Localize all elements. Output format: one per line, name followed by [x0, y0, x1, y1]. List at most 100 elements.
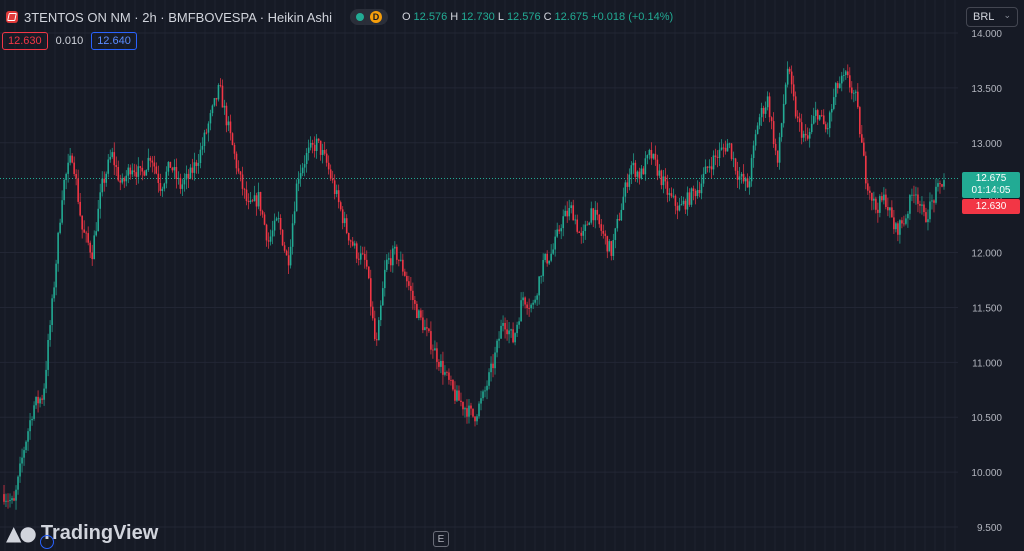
candle-up [931, 200, 933, 202]
sell-price-button[interactable]: 12.630 [2, 32, 48, 50]
candle-down [87, 233, 89, 243]
candle-up [111, 152, 114, 157]
symbol-title[interactable]: 3TENTOS ON NM · 2h · BMFBOVESPA · Heikin… [24, 9, 332, 25]
candle-up [780, 123, 783, 138]
candle-down [245, 189, 248, 201]
candle-down [933, 200, 935, 203]
candle-down [772, 121, 775, 144]
candle-up [394, 246, 396, 249]
candle-up [550, 253, 552, 261]
candle-up [786, 68, 789, 85]
candle-down [351, 241, 354, 246]
candle-up [812, 115, 815, 124]
candle-up [678, 205, 681, 211]
candle-down [373, 318, 376, 340]
candle-down [576, 219, 579, 232]
candle-down [847, 71, 849, 76]
candle-down [736, 170, 739, 180]
high-value: 12.730 [461, 11, 495, 23]
candle-down [325, 153, 328, 163]
candle-up [440, 360, 442, 367]
candle-up [197, 163, 200, 166]
candle-down [470, 405, 472, 409]
candle-up [588, 222, 591, 225]
candle-down [666, 181, 669, 195]
candle-down [135, 172, 138, 177]
candle-up [766, 96, 769, 108]
candle-up [646, 155, 649, 159]
candle-up [700, 183, 703, 194]
candle-up [297, 178, 300, 184]
candle-down [450, 380, 452, 381]
candle-down [730, 143, 733, 159]
candle-up [305, 153, 308, 164]
candle-up [562, 216, 564, 229]
candle-down [402, 259, 404, 272]
currency-selector[interactable]: BRL ⌄ [966, 7, 1018, 27]
candle-down [558, 229, 560, 232]
candle-up [11, 498, 13, 501]
timezone-icon[interactable] [40, 535, 54, 549]
tradingview-logo[interactable]: ▲● TradingView [6, 521, 158, 545]
candle-up [907, 213, 909, 219]
candle-down [618, 219, 621, 221]
candles-series [3, 61, 945, 510]
buy-price-button[interactable]: 12.640 [91, 32, 137, 50]
candle-up [484, 390, 486, 392]
candle-down [215, 98, 218, 100]
candle-down [396, 246, 398, 260]
candle-down [698, 190, 701, 194]
candle-up [838, 83, 841, 88]
candle-up [662, 176, 665, 186]
candle-up [353, 243, 356, 246]
candle-down [243, 188, 246, 190]
candle-down [428, 328, 430, 332]
candle-up [536, 295, 538, 300]
candle-up [752, 145, 755, 158]
candle-down [255, 195, 258, 207]
candle-down [129, 167, 132, 175]
candle-down [398, 259, 400, 261]
low-value: 12.576 [506, 11, 541, 23]
candle-down [345, 218, 348, 233]
candle-up [424, 327, 426, 331]
candle-up [814, 110, 817, 116]
candle-up [47, 340, 49, 370]
candle-down [634, 162, 637, 177]
candle-up [293, 211, 296, 224]
candle-down [546, 253, 548, 264]
candle-up [444, 372, 446, 375]
candle-down [404, 271, 406, 276]
candle-down [3, 494, 5, 502]
candle-down [71, 155, 73, 163]
high-label: H [450, 11, 459, 23]
candle-down [406, 276, 408, 282]
candle-up [476, 416, 478, 422]
market-status[interactable]: D [349, 9, 388, 25]
candle-down [762, 108, 765, 114]
candle-up [67, 162, 69, 174]
candle-down [341, 209, 344, 224]
y-tick-label: 13.500 [971, 84, 1002, 95]
candle-up [213, 98, 216, 106]
candle-down [816, 110, 819, 120]
candle-up [538, 276, 540, 296]
candle-up [935, 186, 937, 203]
candle-down [432, 349, 434, 351]
candle-up [696, 190, 699, 197]
candle-down [349, 240, 352, 242]
candle-up [27, 431, 29, 442]
candle-down [492, 363, 494, 369]
candle-up [842, 75, 845, 76]
candle-up [500, 325, 502, 339]
candle-down [824, 124, 827, 130]
candle-down [91, 252, 93, 260]
events-toggle-button[interactable]: E [433, 531, 449, 547]
candle-down [422, 317, 424, 331]
candle-down [333, 180, 336, 194]
candle-up [61, 200, 63, 223]
candle-down [83, 229, 85, 233]
candle-up [131, 170, 134, 175]
candle-down [241, 174, 244, 189]
